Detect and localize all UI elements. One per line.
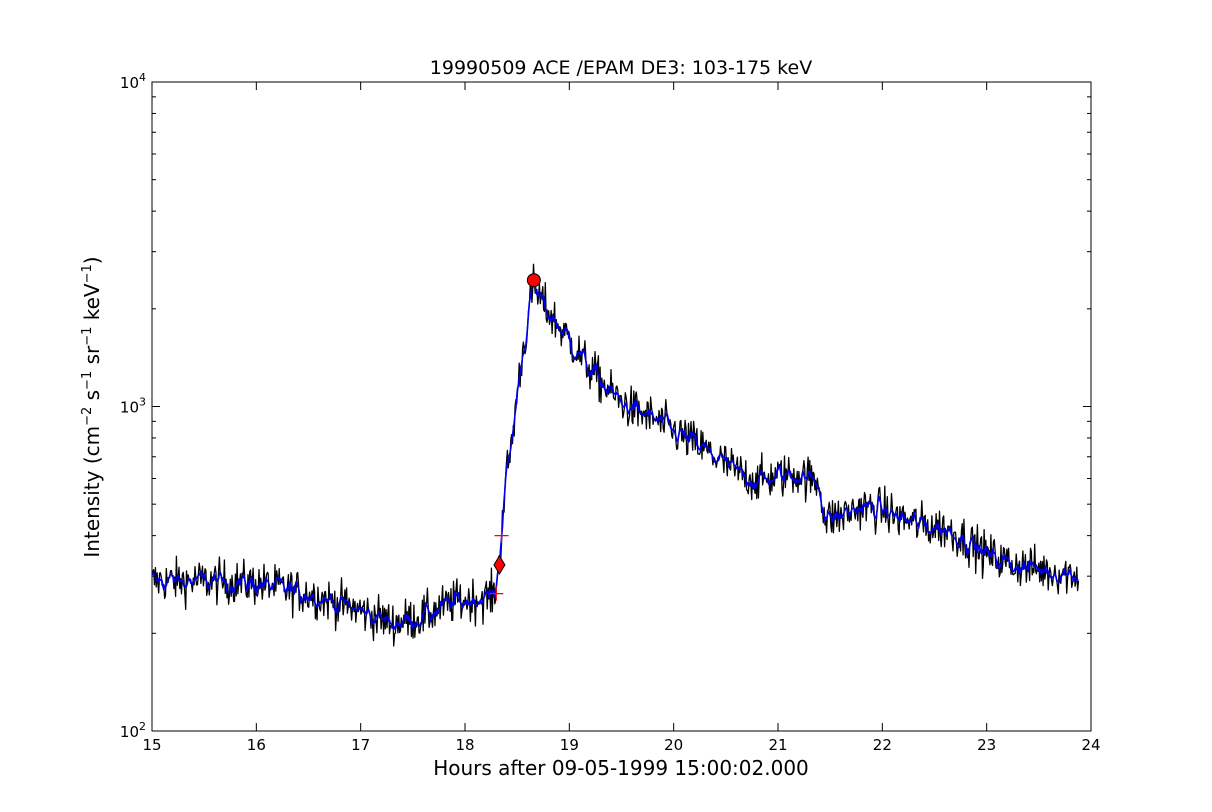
x-tick-label: 23 — [977, 736, 996, 754]
x-tick-label: 19 — [560, 736, 579, 754]
x-tick-label: 16 — [247, 736, 266, 754]
x-tick-label: 24 — [1081, 736, 1100, 754]
plus-marker — [489, 586, 504, 601]
chart-title: 19990509 ACE /EPAM DE3: 103-175 keV — [430, 57, 812, 79]
x-tick-label: 17 — [351, 736, 370, 754]
x-axis: 15 16 17 18 19 20 21 22 23 24 — [142, 82, 1101, 754]
plot-area — [152, 263, 1080, 647]
y-axis: 102 103 104 — [120, 71, 1091, 741]
y-axis-label: Intensity (cm−2 s−1 sr−1 keV−1) — [80, 256, 104, 557]
x-tick-label: 22 — [873, 736, 892, 754]
series-line-smoothed — [152, 282, 1079, 631]
x-tick-label: 18 — [455, 736, 474, 754]
y-tick-label: 103 — [120, 396, 146, 417]
y-tick-label: 104 — [120, 71, 146, 92]
x-tick-label: 15 — [142, 736, 161, 754]
plus-marker — [494, 528, 509, 543]
x-tick-label: 20 — [664, 736, 683, 754]
y-tick-label: 102 — [120, 720, 146, 741]
x-axis-label: Hours after 09-05-1999 15:00:02.000 — [433, 756, 809, 780]
peak-marker — [526, 273, 541, 288]
x-tick-label: 21 — [768, 736, 787, 754]
plot-frame — [151, 81, 1092, 732]
onset-marker — [493, 554, 506, 575]
